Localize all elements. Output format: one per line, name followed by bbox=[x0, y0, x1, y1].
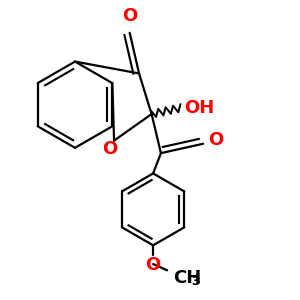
Text: 3: 3 bbox=[192, 275, 200, 288]
Text: O: O bbox=[122, 7, 137, 25]
Text: OH: OH bbox=[184, 99, 214, 117]
Text: CH: CH bbox=[173, 269, 202, 287]
Text: O: O bbox=[102, 140, 117, 158]
Text: O: O bbox=[208, 131, 223, 149]
Text: O: O bbox=[146, 256, 161, 274]
